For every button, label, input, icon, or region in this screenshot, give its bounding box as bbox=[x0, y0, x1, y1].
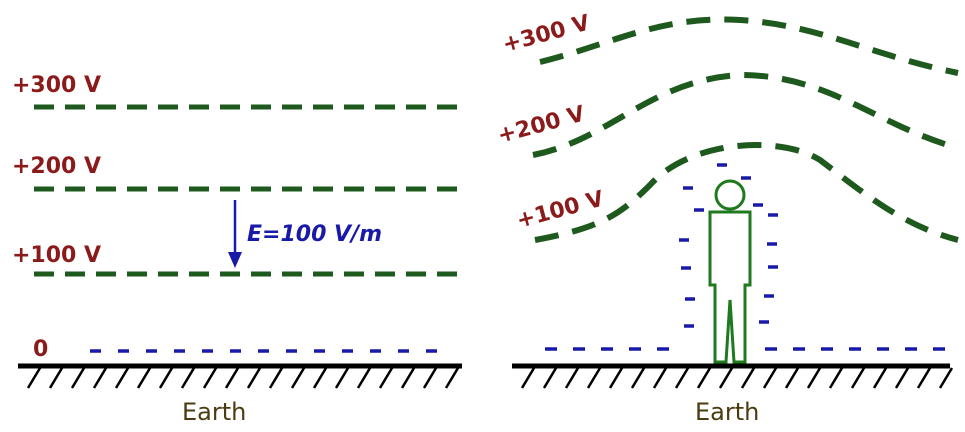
ground-hatch-stroke bbox=[290, 367, 306, 389]
label-200v-left: +200 V bbox=[12, 154, 101, 179]
ground-hatch-stroke bbox=[740, 367, 756, 389]
right-panel: +300 V +200 V +100 V Earth bbox=[495, 11, 959, 426]
ground-hatch-stroke bbox=[564, 367, 580, 389]
ground-hatch-stroke bbox=[872, 367, 888, 389]
ground-hatch-stroke bbox=[48, 367, 64, 389]
ground-hatch-stroke bbox=[268, 367, 284, 389]
ground-hatch-stroke bbox=[520, 367, 536, 389]
ground-hatch-stroke bbox=[542, 367, 558, 389]
equipotential-line-300v-right bbox=[539, 16, 959, 76]
ground-hatch-stroke bbox=[202, 367, 218, 389]
equipotential-line-100v-right bbox=[534, 142, 959, 243]
earth-label-right: Earth bbox=[695, 398, 759, 426]
earth-label-left: Earth bbox=[182, 398, 246, 426]
field-strength-label: E=100 V/m bbox=[247, 222, 382, 247]
ground-hatch-stroke bbox=[916, 367, 932, 389]
ground-hatch-stroke bbox=[806, 367, 822, 389]
ground-hatch-stroke bbox=[92, 367, 108, 389]
ground-hatch-stroke bbox=[444, 367, 460, 389]
ground-hatch-stroke bbox=[586, 367, 602, 389]
ground-hatch-stroke bbox=[224, 367, 240, 389]
ground-hatch-stroke bbox=[26, 367, 42, 389]
ground-hatch-stroke bbox=[312, 367, 328, 389]
ground-hatch-stroke bbox=[894, 367, 910, 389]
ground-hatch-stroke bbox=[136, 367, 152, 389]
label-zero-left: 0 bbox=[33, 337, 48, 362]
ground-hatch-stroke bbox=[422, 367, 438, 389]
ground-hatching-left bbox=[26, 367, 460, 389]
label-100v-left: +100 V bbox=[12, 243, 101, 268]
ground-hatch-stroke bbox=[784, 367, 800, 389]
ground-hatch-stroke bbox=[70, 367, 86, 389]
ground-hatch-stroke bbox=[938, 367, 954, 389]
ground-hatch-stroke bbox=[114, 367, 130, 389]
label-300v-left: +300 V bbox=[12, 73, 101, 98]
ground-hatch-stroke bbox=[158, 367, 174, 389]
ground-hatch-stroke bbox=[718, 367, 734, 389]
ground-hatch-stroke bbox=[674, 367, 690, 389]
ground-hatch-stroke bbox=[400, 367, 416, 389]
ground-hatch-stroke bbox=[850, 367, 866, 389]
ground-hatch-stroke bbox=[334, 367, 350, 389]
person-icon bbox=[708, 179, 752, 364]
ground-hatch-stroke bbox=[378, 367, 394, 389]
ground-hatch-stroke bbox=[630, 367, 646, 389]
field-arrow bbox=[228, 200, 242, 268]
induced-charges-person bbox=[679, 163, 778, 328]
left-panel: +300 V +200 V +100 V 0 E=100 V/m Earth bbox=[12, 73, 462, 426]
ground-hatch-stroke bbox=[828, 367, 844, 389]
ground-hatch-stroke bbox=[180, 367, 196, 389]
ground-hatch-stroke bbox=[246, 367, 262, 389]
ground-hatch-stroke bbox=[652, 367, 668, 389]
ground-hatch-stroke bbox=[356, 367, 372, 389]
ground-hatch-stroke bbox=[762, 367, 778, 389]
ground-hatching-right bbox=[520, 367, 954, 389]
ground-hatch-stroke bbox=[696, 367, 712, 389]
ground-hatch-stroke bbox=[608, 367, 624, 389]
equipotential-line-200v-right bbox=[532, 71, 959, 158]
